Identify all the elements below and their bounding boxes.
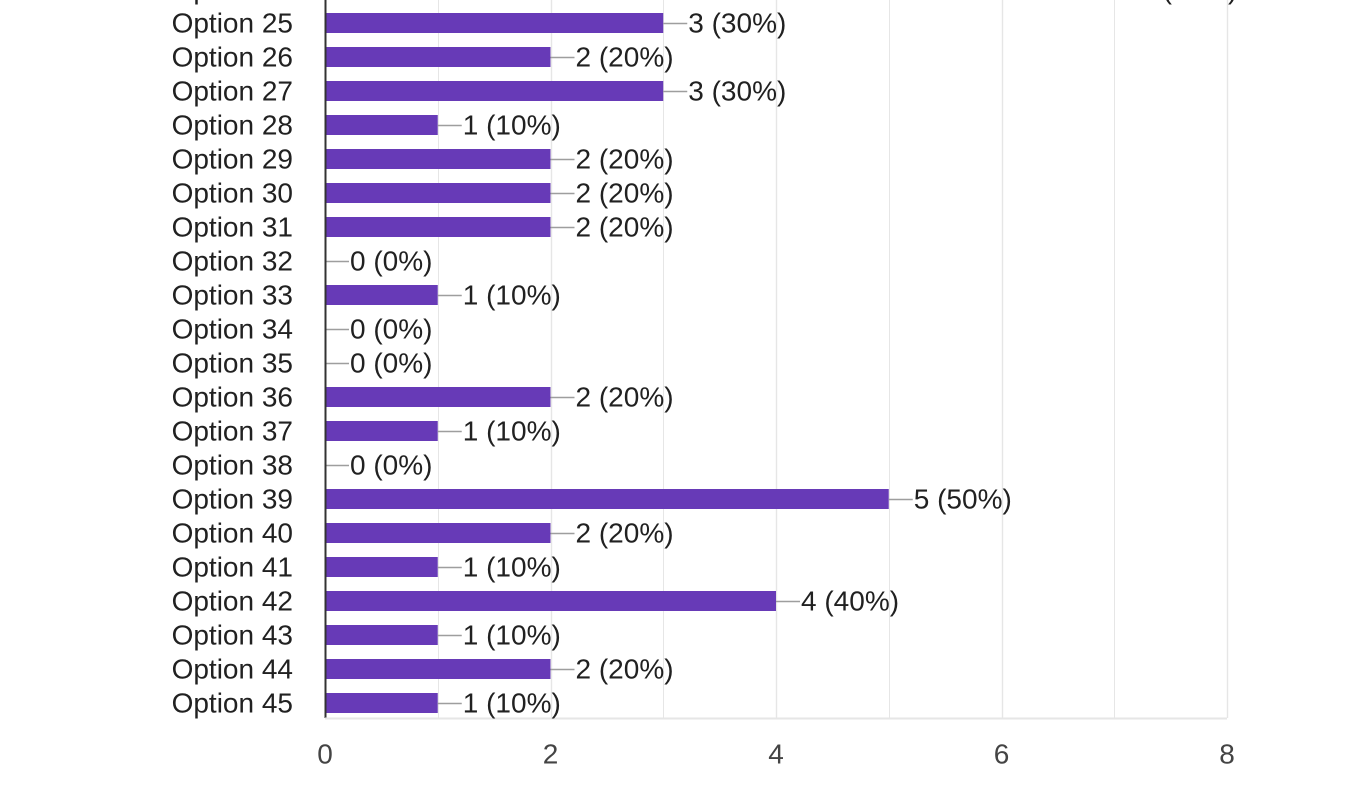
category-label: Option 42 [172, 586, 293, 617]
data-label: 0 (0%) [350, 450, 432, 481]
data-label: 0 (0%) [350, 314, 432, 345]
bar [325, 387, 551, 407]
data-label: 0 (0%) [350, 348, 432, 379]
bar [325, 659, 551, 679]
category-label: Option 31 [172, 212, 293, 243]
category-label: Option 33 [172, 280, 293, 311]
category-label: Option 35 [172, 348, 293, 379]
data-label: 4 (40%) [801, 586, 899, 617]
data-label: 1 (10%) [463, 552, 561, 583]
bar [325, 149, 551, 169]
category-label: Option 39 [172, 484, 293, 515]
data-label: 2 (20%) [576, 382, 674, 413]
data-label: 2 (20%) [576, 518, 674, 549]
data-label: 3 (30%) [688, 8, 786, 39]
data-label: 1 (10%) [463, 416, 561, 447]
category-label: Option 36 [172, 382, 293, 413]
grid-lines [438, 0, 1229, 718]
bar [325, 183, 551, 203]
bar [325, 13, 664, 33]
data-label: 1 (10%) [463, 280, 561, 311]
bars [325, 13, 913, 713]
category-label: Option 28 [172, 110, 293, 141]
data-label: 5 (50%) [914, 484, 1012, 515]
data-label: 2 (20%) [576, 42, 674, 73]
bar [325, 625, 438, 645]
labels: Option 24 7 (70%) Option 25 3 (30%) Option 2… [172, 0, 1238, 770]
axes [324, 0, 1227, 720]
data-label: 1 (10%) [463, 620, 561, 651]
category-label: Option 38 [172, 450, 293, 481]
bar [325, 557, 438, 577]
category-label: Option 41 [172, 552, 293, 583]
category-label: Option 34 [172, 314, 293, 345]
bar [325, 217, 551, 237]
x-tick-label: 6 [994, 739, 1010, 770]
category-label: Option 25 [172, 8, 293, 39]
data-label: 0 (0%) [350, 246, 432, 277]
bar [325, 115, 438, 135]
data-label: 2 (20%) [576, 212, 674, 243]
bar [325, 523, 551, 543]
bar [325, 81, 664, 101]
x-tick-label: 8 [1219, 739, 1235, 770]
category-label: Option 27 [172, 76, 293, 107]
data-label: 3 (30%) [688, 76, 786, 107]
data-label: 2 (20%) [576, 144, 674, 175]
category-label: Option 24 [172, 0, 293, 5]
bar [325, 47, 551, 67]
bar [325, 489, 889, 509]
bar [325, 591, 776, 611]
category-label: Option 37 [172, 416, 293, 447]
category-label: Option 29 [172, 144, 293, 175]
x-tick-label: 2 [543, 739, 559, 770]
data-label: 1 (10%) [463, 688, 561, 719]
category-label: Option 40 [172, 518, 293, 549]
category-label: Option 43 [172, 620, 293, 651]
data-label: 2 (20%) [576, 654, 674, 685]
category-label: Option 44 [172, 654, 293, 685]
x-tick-label: 4 [768, 739, 784, 770]
data-label: 7 (70%) [1139, 0, 1237, 5]
data-label: 1 (10%) [463, 110, 561, 141]
bar [325, 285, 438, 305]
category-label: Option 32 [172, 246, 293, 277]
category-label: Option 30 [172, 178, 293, 209]
category-label: Option 26 [172, 42, 293, 73]
bar [325, 421, 438, 441]
bar [325, 693, 438, 713]
x-tick-label: 0 [317, 739, 333, 770]
category-label: Option 45 [172, 688, 293, 719]
data-label: 2 (20%) [576, 178, 674, 209]
